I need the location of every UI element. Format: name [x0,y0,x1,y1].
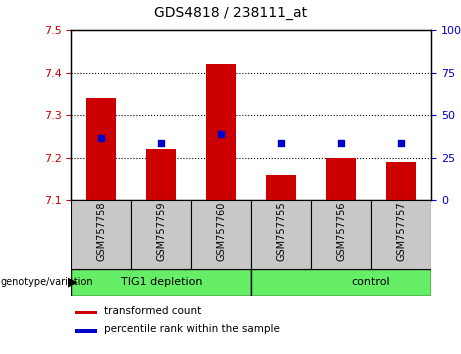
Bar [191,200,251,269]
Text: percentile rank within the sample: percentile rank within the sample [104,324,280,334]
Text: GSM757755: GSM757755 [276,201,286,261]
Point [397,140,405,145]
Text: TIG1 depletion: TIG1 depletion [121,277,202,287]
Text: control: control [352,277,390,287]
Text: GSM757756: GSM757756 [336,201,346,261]
Text: GSM757758: GSM757758 [96,201,106,261]
Bar [206,64,236,200]
Bar [75,329,97,333]
Bar [386,162,416,200]
Bar [251,269,431,296]
Bar [146,149,176,200]
Bar [311,200,371,269]
Text: transformed count: transformed count [104,306,201,316]
Point [98,136,105,141]
Text: ▶: ▶ [68,276,78,289]
Text: GSM757757: GSM757757 [396,201,406,261]
Bar [326,158,356,200]
Text: GSM757760: GSM757760 [216,201,226,261]
Text: GDS4818 / 238111_at: GDS4818 / 238111_at [154,6,307,21]
Point [278,140,285,145]
Point [218,131,225,137]
Bar [87,98,116,200]
Bar [371,200,431,269]
Bar [251,200,311,269]
Bar [71,200,131,269]
Bar [131,200,191,269]
Bar [75,310,97,314]
Point [158,140,165,145]
Text: GSM757759: GSM757759 [156,201,166,261]
Text: genotype/variation: genotype/variation [1,277,94,287]
Point [337,140,345,145]
Bar [266,175,296,200]
Bar [71,269,251,296]
